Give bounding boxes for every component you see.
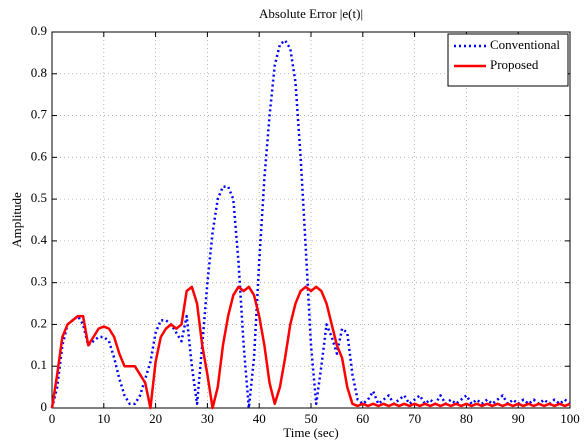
y-tick-label: 0.1 (31, 357, 47, 372)
x-tick-label: 40 (253, 411, 266, 426)
y-tick-label: 0.8 (31, 65, 47, 80)
y-tick-label: 0.5 (31, 190, 47, 205)
y-tick-label: 0 (41, 399, 48, 414)
y-tick-label: 0.9 (31, 23, 47, 38)
y-tick-label: 0.3 (31, 274, 47, 289)
x-tick-label: 0 (49, 411, 56, 426)
x-tick-label: 100 (560, 411, 580, 426)
legend-box (447, 33, 569, 87)
legend-label: Conventional (490, 37, 560, 52)
x-tick-label: 90 (512, 411, 525, 426)
series-line (50, 285, 571, 410)
x-tick-label: 50 (305, 411, 318, 426)
y-tick-label: 0.7 (31, 107, 48, 122)
x-tick-label: 70 (408, 411, 421, 426)
legend-label: Proposed (490, 57, 539, 72)
y-tick-label: 0.2 (31, 315, 47, 330)
x-tick-label: 10 (97, 411, 110, 426)
x-axis-label: Time (sec) (283, 425, 339, 440)
y-axis-label: Amplitude (9, 192, 24, 248)
plot-frame (51, 31, 571, 409)
x-tick-label: 80 (460, 411, 473, 426)
y-tick-label: 0.6 (31, 148, 48, 163)
x-tick-label: 60 (356, 411, 369, 426)
series-line (50, 39, 571, 410)
y-tick-label: 0.4 (31, 232, 48, 247)
x-tick-label: 30 (201, 411, 214, 426)
x-tick-label: 20 (149, 411, 162, 426)
chart-title: Absolute Error |e(t)| (259, 6, 363, 21)
